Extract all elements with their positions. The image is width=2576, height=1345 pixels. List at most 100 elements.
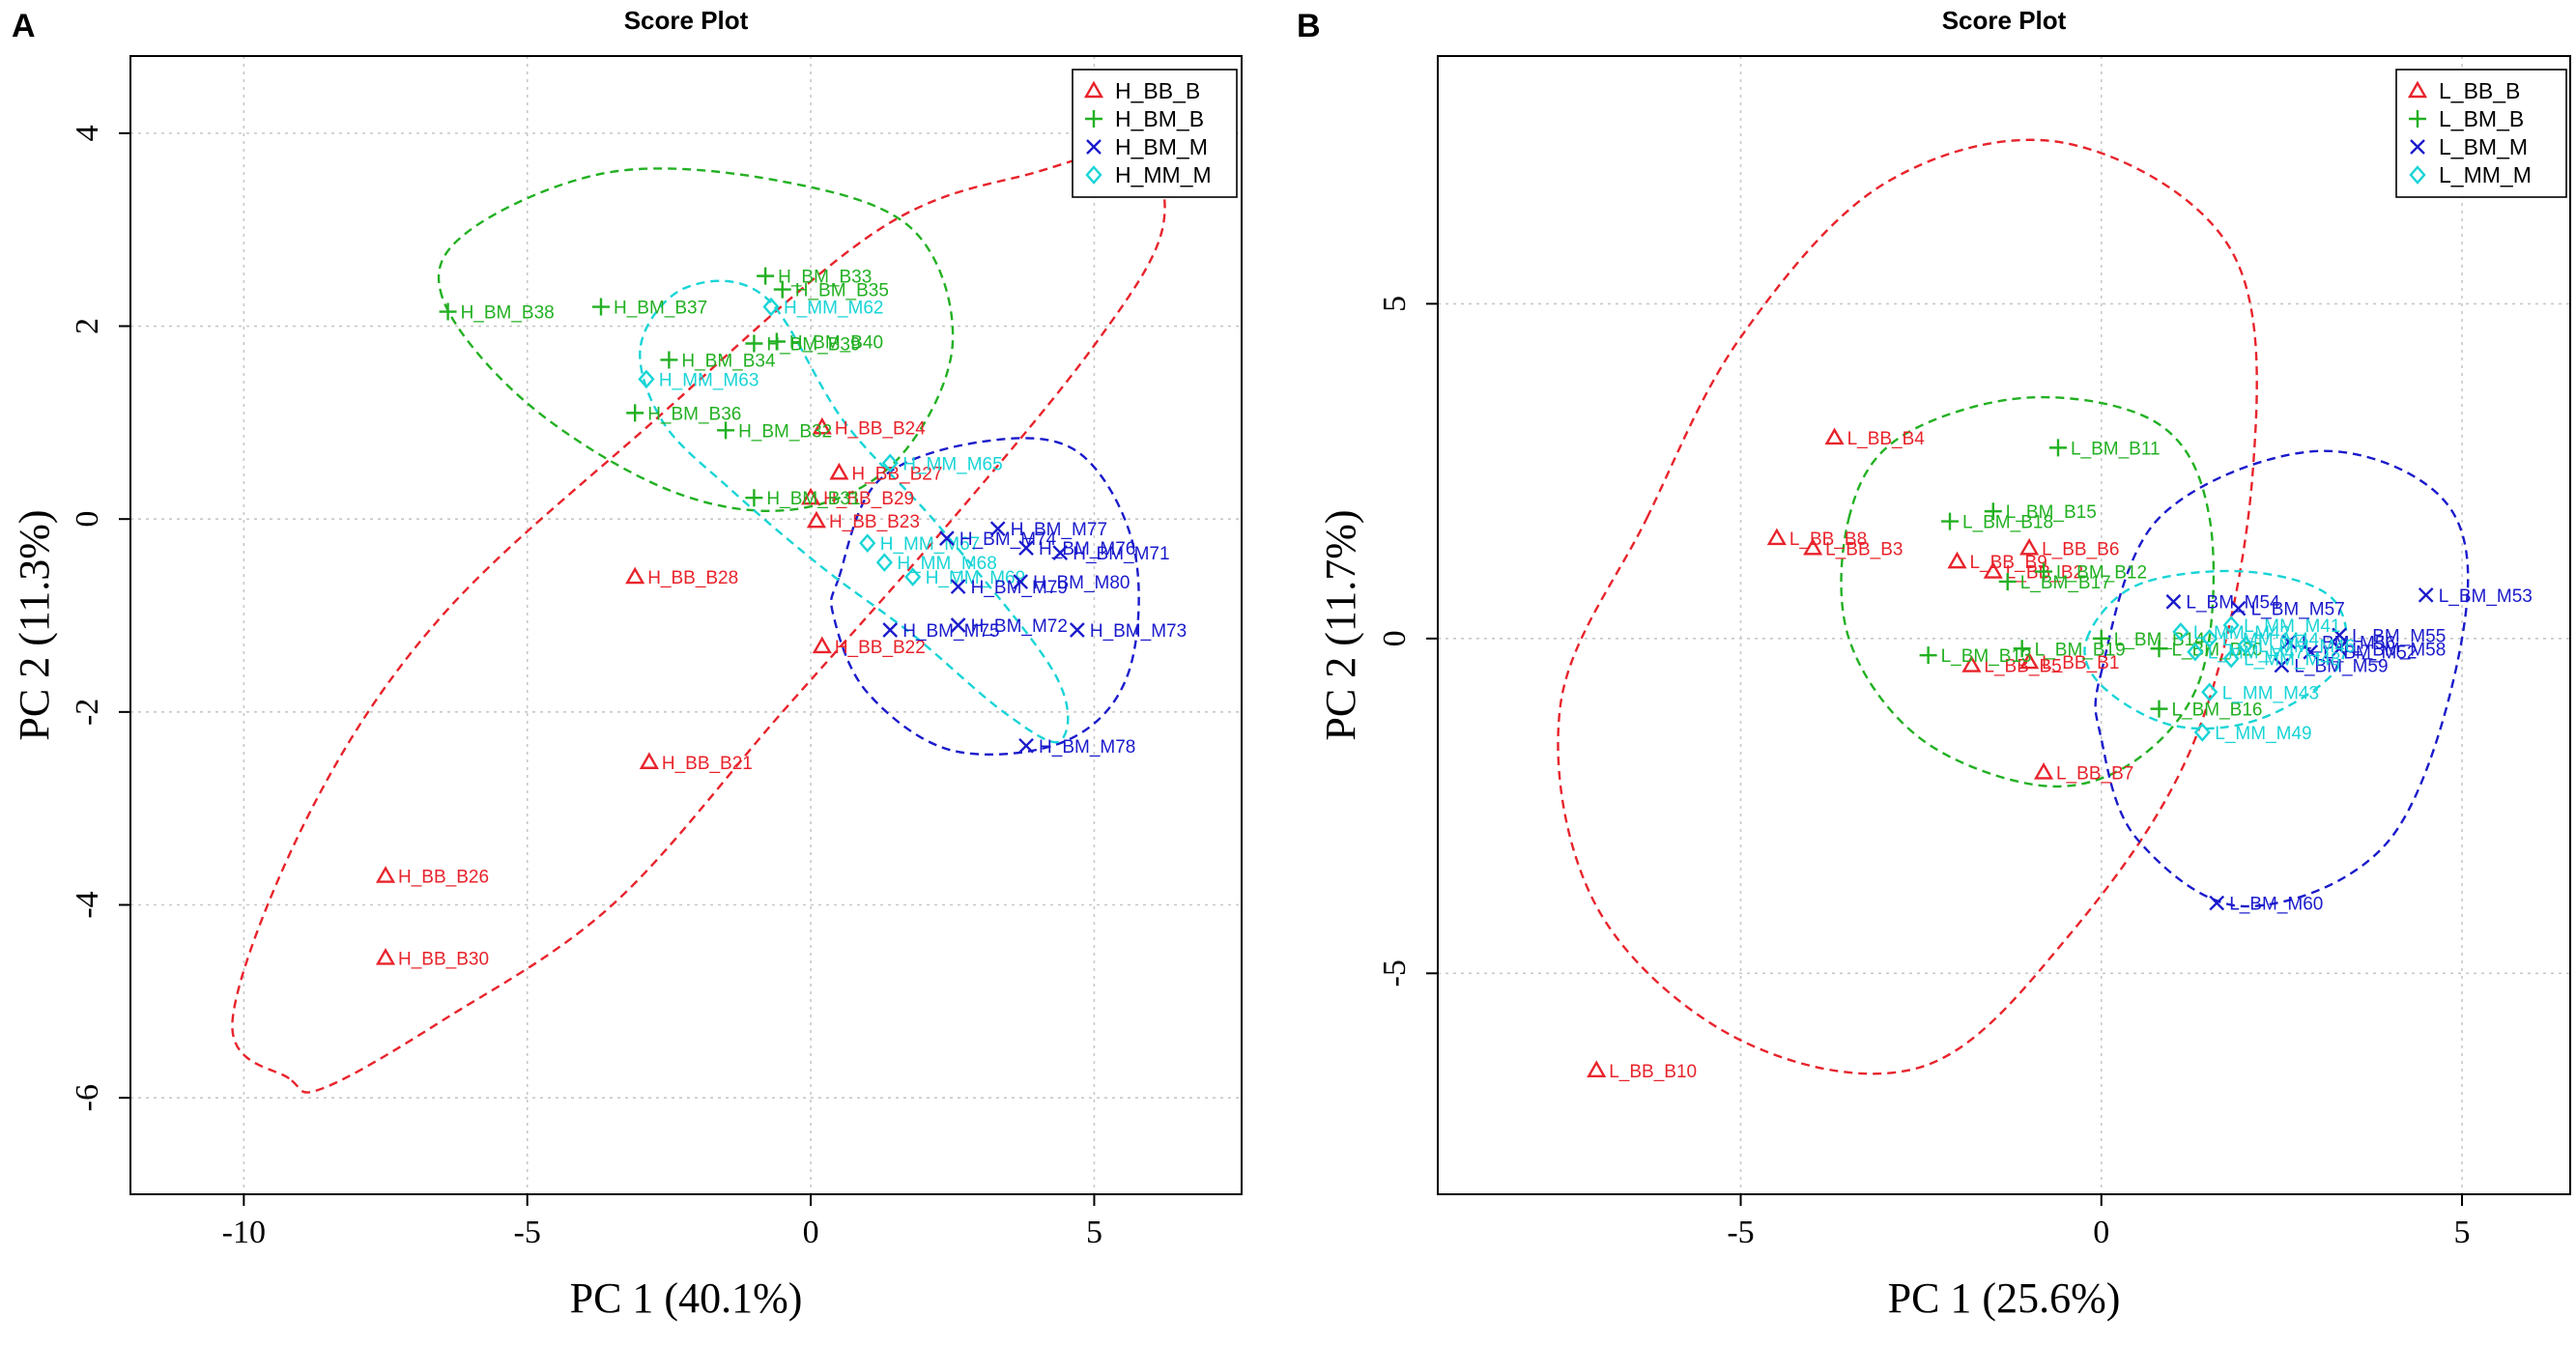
point-marker-h-bb-b22 (812, 636, 832, 654)
point-h-bm-m77: H_BM_M77 (989, 520, 1107, 540)
point-label-l-bb-b9: L_BB_B9 (1969, 553, 2046, 573)
point-label-l-bb-b10: L_BB_B10 (1609, 1062, 1697, 1082)
point-marker-l-bb-b10 (1587, 1060, 1607, 1078)
point-l-bm-b12: L_BM_B12 (2035, 563, 2147, 584)
point-label-h-bm-m72: H_BM_M72 (971, 616, 1068, 637)
confidence-ellipse-mm (639, 279, 1070, 744)
point-marker-l-bb-b9 (1947, 551, 1967, 569)
legend-label: L_BM_M (2439, 134, 2528, 159)
point-l-mm-m48: L_MM_M48 (2222, 648, 2340, 671)
point-marker-l-bb-b1 (2019, 651, 2040, 670)
x-tick-label: 5 (2454, 1215, 2471, 1250)
point-h-bb-b24: H_BB_B24 (812, 416, 926, 439)
point-h-bm-b33: H_BM_B33 (757, 268, 872, 288)
confidence-ellipse-bm-m (829, 437, 1140, 757)
point-marker-l-mm-m46 (2237, 635, 2254, 655)
point-l-bm-b19: L_BM_B19 (2013, 640, 2126, 660)
chart-title: Score Plot (624, 6, 749, 35)
point-l-bm-b11: L_BM_B11 (2048, 439, 2161, 459)
point-marker-h-mm-m67 (859, 533, 876, 553)
point-l-bb-b6: L_BB_B6 (2019, 537, 2119, 559)
point-marker-l-bb-b8 (1766, 528, 1787, 546)
point-h-mm-m63: H_MM_M63 (638, 369, 758, 390)
point-h-bm-b34: H_BM_B34 (660, 351, 776, 371)
point-marker-h-bm-m78 (1018, 737, 1034, 754)
confidence-ellipse-bm-b (437, 167, 955, 512)
point-marker-h-bb-b23 (806, 510, 827, 529)
point-marker-l-bm-m53 (2418, 587, 2434, 603)
point-h-bm-m73: H_BM_M73 (1070, 621, 1187, 642)
point-marker-l-bb-b7 (2033, 762, 2054, 780)
x-tick-label: 5 (1086, 1215, 1102, 1250)
confidence-ellipse-bm-b (1840, 395, 2216, 788)
point-label-l-mm-m41: L_MM_M41 (2244, 616, 2340, 637)
chart-title: Score Plot (1942, 6, 2067, 35)
point-l-mm-m44: L_MM_M44 (2201, 629, 2320, 650)
confidence-ellipse-bb (231, 148, 1166, 1094)
point-marker-l-bm-b12 (2035, 562, 2053, 581)
point-label-h-bm-m78: H_BM_M78 (1039, 737, 1135, 758)
point-marker-l-bb-b2 (1983, 561, 2003, 579)
point-marker-h-bm-b36 (626, 404, 644, 422)
y-axis-label: PC 2 (11.3%) (11, 509, 58, 740)
point-marker-l-bm-m60 (2209, 895, 2225, 911)
y-tick-label: -6 (70, 1084, 105, 1111)
point-label-h-bm-m75: H_BM_M75 (902, 621, 999, 642)
point-label-h-bb-b28: H_BB_B28 (647, 568, 738, 588)
point-marker-l-bm-m57 (2230, 600, 2247, 616)
point-label-l-bm-m60: L_BM_M60 (2229, 895, 2323, 915)
point-marker-l-mm-m41 (2222, 615, 2240, 635)
point-label-l-bm-m55: L_BM_M55 (2352, 626, 2446, 646)
point-label-l-bm-b13: L_BM_B13 (1941, 646, 2032, 667)
point-label-l-bm-m56: L_BM_M56 (2302, 633, 2395, 653)
point-marker-l-bm-m54 (2165, 593, 2182, 610)
point-marker-h-bb-b30 (375, 947, 396, 965)
point-label-h-bb-b24: H_BB_B24 (835, 418, 926, 439)
point-label-l-bm-b17: L_BM_B17 (2020, 573, 2111, 593)
point-marker-h-bm-m77 (989, 521, 1006, 537)
legend-marker-l-bb-b (2407, 80, 2428, 99)
point-marker-h-bm-b35 (773, 280, 791, 299)
legend-item-l-mm-m: L_MM_M (2409, 162, 2532, 187)
point-l-bm-b16: L_BM_B16 (2150, 701, 2263, 721)
plot-area: H_BB_B24 H_BB_B27 H_BB_B29 H_BB_B23 H_BB_B28… (231, 148, 1187, 1094)
legend-label: L_BM_B (2439, 106, 2524, 131)
point-l-bm-m57: L_BM_M57 (2230, 600, 2345, 620)
x-axis-label: PC 1 (25.6%) (1888, 1274, 2121, 1322)
legend-label: L_MM_M (2439, 162, 2532, 187)
point-l-bb-b3: L_BB_B3 (1803, 537, 1903, 559)
point-h-bm-b39: H_BM_B39 (745, 334, 861, 355)
point-label-l-bb-b6: L_BB_B6 (2042, 539, 2119, 559)
legend-marker-l-bm-b (2409, 110, 2426, 128)
point-marker-h-bb-b24 (812, 416, 832, 435)
point-marker-h-bb-b29 (801, 487, 821, 505)
point-h-bb-b22: H_BB_B22 (812, 636, 926, 658)
point-label-h-bm-m77: H_BM_M77 (1011, 520, 1107, 540)
legend: H_BB_B H_BM_B H_BM_M H_MM_M (1072, 69, 1238, 198)
point-h-bb-b28: H_BB_B28 (625, 566, 738, 588)
point-marker-h-bm-b37 (591, 298, 610, 316)
point-marker-h-bb-b26 (375, 866, 396, 883)
point-label-h-bm-m79: H_BM_M79 (971, 578, 1068, 598)
panel-b: B Score Plot -5 0 5 -5 0 5 PC 1 (25.6%) PC 2 (11.… (1297, 6, 2571, 1322)
point-marker-h-mm-m63 (638, 369, 655, 389)
point-marker-l-mm-m42 (2172, 622, 2190, 642)
legend-marker-h-bm-m (1086, 139, 1102, 155)
point-marker-h-bm-b40 (767, 332, 786, 351)
point-marker-l-bm-b13 (1919, 646, 1937, 665)
point-l-bm-b18: L_BM_B18 (1941, 512, 2053, 533)
legend-item-l-bm-b: L_BM_B (2409, 106, 2524, 131)
point-l-bm-m60: L_BM_M60 (2209, 895, 2323, 915)
point-l-bb-b5: L_BB_B5 (1961, 655, 2062, 677)
point-marker-h-bm-b32 (717, 421, 735, 440)
x-axis-label: PC 1 (40.1%) (570, 1274, 803, 1322)
point-l-bb-b9: L_BB_B9 (1947, 551, 2047, 573)
point-l-bm-b17: L_BM_B17 (1998, 573, 2111, 593)
y-tick-label: 2 (70, 318, 105, 334)
point-label-l-bm-m59: L_BM_M59 (2294, 657, 2388, 677)
panel-letter: B (1297, 8, 1321, 44)
point-marker-l-bm-b11 (2048, 439, 2067, 457)
point-marker-h-bm-m71 (1052, 545, 1069, 560)
point-l-bm-m52: L_BM_M52 (2303, 644, 2417, 664)
